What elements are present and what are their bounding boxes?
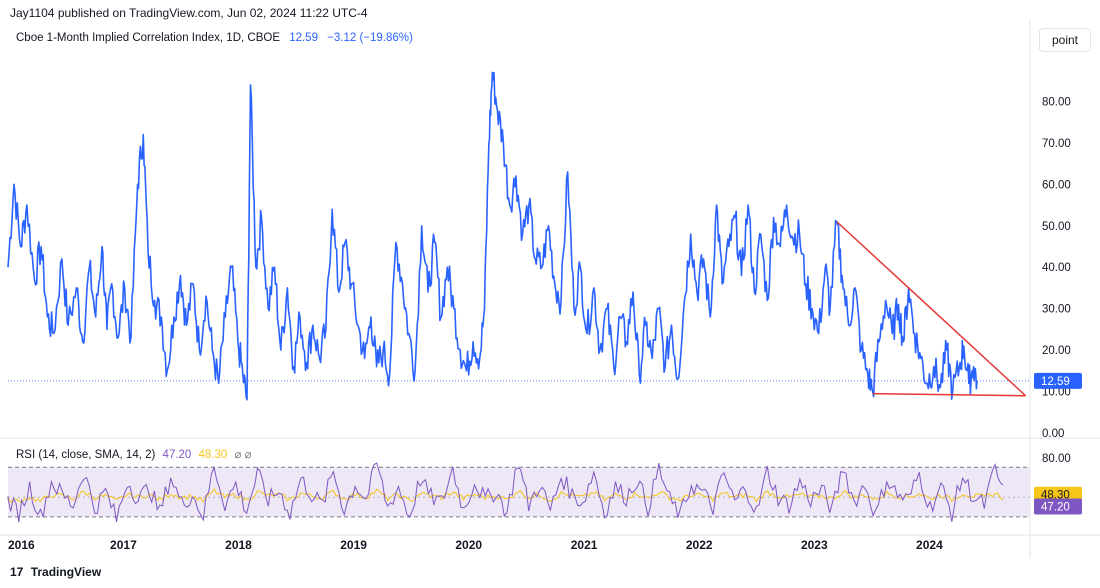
last-value: 12.59 bbox=[289, 32, 318, 44]
x-tick-label: 2023 bbox=[801, 538, 828, 552]
scale-mode-button[interactable]: point bbox=[1039, 28, 1091, 52]
y-tick-label: 30.00 bbox=[1042, 304, 1071, 316]
rsi-legend-sma-value: 48.30 bbox=[198, 449, 228, 461]
y-tick-label: 20.00 bbox=[1042, 345, 1071, 357]
y-tick-label: 60.00 bbox=[1042, 179, 1071, 191]
y-tick-label: 10.00 bbox=[1042, 387, 1071, 399]
rsi-legend-icons[interactable]: ⌀ ⌀ bbox=[234, 449, 252, 461]
x-tick-label: 2020 bbox=[455, 538, 482, 552]
change-value: −3.12 (−19.86%) bbox=[327, 32, 413, 44]
trendline-1 bbox=[836, 221, 1027, 397]
rsi-tick-label: 80.00 bbox=[1042, 453, 1071, 465]
rsi-legend-label: RSI (14, close, SMA, 14, 2) bbox=[16, 449, 156, 461]
y-tick-label: 80.00 bbox=[1042, 96, 1071, 108]
x-tick-label: 2022 bbox=[686, 538, 713, 552]
rsi-badge-label-2: 47.20 bbox=[1041, 501, 1070, 513]
x-tick-label: 2016 bbox=[8, 538, 35, 552]
trendline-2 bbox=[872, 392, 1026, 397]
rsi-line bbox=[7, 462, 1004, 523]
rsi-legend: RSI (14, close, SMA, 14, 2) 47.20 48.30 … bbox=[16, 447, 252, 461]
last-value-badge-label: 12.59 bbox=[1041, 376, 1070, 388]
x-tick-label: 2021 bbox=[571, 538, 598, 552]
brand-name: TradingView bbox=[30, 565, 102, 579]
x-tick-label: 2018 bbox=[225, 538, 252, 552]
rsi-sma-line bbox=[7, 488, 1004, 504]
symbol-title: Cboe 1-Month Implied Correlation Index, … bbox=[16, 32, 280, 44]
y-tick-label: 50.00 bbox=[1042, 221, 1071, 233]
tradingview-logo-icon: 17 bbox=[10, 565, 24, 579]
y-tick-label: 0.00 bbox=[1042, 428, 1064, 440]
rsi-legend-value: 47.20 bbox=[162, 449, 192, 461]
x-tick-label: 2019 bbox=[340, 538, 367, 552]
price-series-line bbox=[7, 71, 978, 401]
y-tick-label: 70.00 bbox=[1042, 138, 1071, 150]
footer-brand: 17 TradingView bbox=[10, 565, 101, 579]
main-legend: Cboe 1-Month Implied Correlation Index, … bbox=[16, 32, 413, 44]
x-tick-label: 2024 bbox=[916, 538, 943, 552]
y-tick-label: 40.00 bbox=[1042, 262, 1071, 274]
publisher-line: Jay1104 published on TradingView.com, Ju… bbox=[10, 6, 368, 20]
x-tick-label: 2017 bbox=[110, 538, 137, 552]
last-value-badge bbox=[1034, 372, 1082, 389]
rsi-badge-2 bbox=[1034, 498, 1082, 515]
